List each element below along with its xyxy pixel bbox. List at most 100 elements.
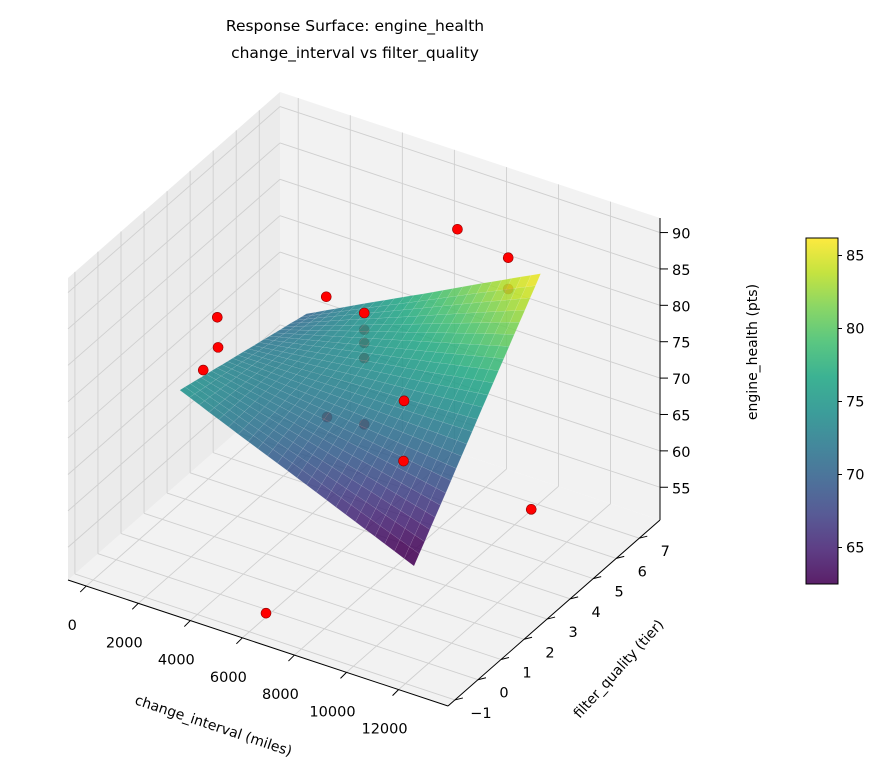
surface-patch xyxy=(520,285,536,300)
grid-line-z xyxy=(67,106,281,293)
scatter-point xyxy=(398,395,410,407)
scatter-point xyxy=(260,607,272,619)
grid-line-z xyxy=(67,142,281,330)
chart-title: Response Surface: engine_health xyxy=(226,17,484,36)
grid-line-y xyxy=(120,533,502,660)
colorbar-tick-label: 85 xyxy=(846,249,864,265)
surface-patch xyxy=(493,345,510,359)
z-tick-label: 90 xyxy=(672,227,690,243)
y-tick-mark xyxy=(477,677,487,681)
z-axis-label: engine_health (pts) xyxy=(745,284,761,420)
surface-patch xyxy=(525,273,542,288)
scatter-point xyxy=(358,307,370,319)
scatter-point xyxy=(525,504,537,515)
y-tick-label: 2 xyxy=(545,645,554,661)
scatter-point xyxy=(398,455,409,467)
colorbar: 65 70 75 80 85 xyxy=(805,237,864,585)
y-tick-label: −1 xyxy=(470,706,491,722)
z-tick-label: 75 xyxy=(672,336,690,352)
colorbar-gradient xyxy=(805,237,839,585)
chart-subtitle: change_interval vs filter_quality xyxy=(231,44,479,63)
z-tick-label: 70 xyxy=(672,372,690,388)
colorbar-tick-label: 80 xyxy=(846,322,864,338)
tick-labels: 020004000600080001000012000−101234567556… xyxy=(68,227,691,738)
y-axis-line xyxy=(447,519,661,707)
y-tick-mark xyxy=(639,535,648,539)
grid-line-z xyxy=(67,215,281,403)
scatter-point xyxy=(502,252,514,264)
grid-line-y xyxy=(74,573,456,701)
y-tick-label: 1 xyxy=(522,666,531,682)
x-tick-label: 10000 xyxy=(309,704,355,720)
y-tick-label: 0 xyxy=(499,686,508,702)
y-tick-label: 6 xyxy=(638,564,647,580)
grid-line-z xyxy=(279,215,661,343)
x-tick-label: 12000 xyxy=(361,722,407,738)
scatter-point xyxy=(197,364,209,376)
z-tick-label: 80 xyxy=(672,299,690,315)
colorbar-tick-label: 75 xyxy=(846,395,864,411)
x-axis-line xyxy=(67,579,449,707)
surface-patch xyxy=(509,309,526,323)
y-axis-label: filter_quality (tier) xyxy=(571,617,668,722)
y-tick-mark xyxy=(546,616,556,620)
axis-lines xyxy=(67,218,661,707)
x-tick-mark xyxy=(392,689,399,696)
x-tick-mark xyxy=(131,602,139,610)
surface-patch xyxy=(403,546,420,567)
grid-line-z xyxy=(279,142,661,270)
grid-line-y xyxy=(97,553,479,681)
surface-patch xyxy=(435,475,452,494)
x-tick-label: 2000 xyxy=(106,635,143,651)
x-tick-mark xyxy=(288,654,295,662)
y-tick-mark xyxy=(593,576,602,580)
grid-line-z xyxy=(279,106,661,233)
y-tick-mark xyxy=(500,657,510,660)
grid-line-x xyxy=(346,486,559,673)
scatter-point xyxy=(212,342,224,353)
x-tick-mark xyxy=(183,620,191,627)
y-tick-label: 7 xyxy=(661,544,670,560)
surface-patch xyxy=(514,297,531,311)
x-tick-label: 8000 xyxy=(262,687,299,703)
surface-patch xyxy=(440,463,457,482)
surface-patch xyxy=(430,487,446,506)
y-tick-mark xyxy=(454,697,464,701)
grid-line-z xyxy=(67,288,281,475)
grid-line-z xyxy=(67,178,281,366)
z-tick-label: 65 xyxy=(672,408,690,424)
surface-patch xyxy=(498,333,515,347)
grid-line-z xyxy=(279,178,661,306)
y-tick-mark xyxy=(616,555,625,559)
scatter-point xyxy=(212,311,223,323)
surface-patch xyxy=(462,416,478,432)
scatter-point xyxy=(452,223,463,235)
y-tick-label: 4 xyxy=(592,605,601,621)
y-tick-mark xyxy=(523,636,533,640)
x-tick-label: 0 xyxy=(68,618,77,634)
y-tick-label: 3 xyxy=(568,625,577,641)
x-tick-mark xyxy=(79,585,87,593)
grid-line-y xyxy=(143,512,525,640)
x-tick-label: 6000 xyxy=(210,670,247,686)
surface-patch xyxy=(451,440,468,457)
surface-patch xyxy=(483,369,499,384)
scatter-point xyxy=(320,291,332,303)
x-tick-mark xyxy=(340,671,347,679)
surface-patch xyxy=(414,523,431,543)
y-tick-label: 5 xyxy=(615,585,624,601)
colorbar-tick-label: 65 xyxy=(846,541,864,557)
z-tick-label: 85 xyxy=(672,263,690,279)
surface-patch xyxy=(456,428,473,445)
grid-line-x xyxy=(398,503,611,690)
grid-line-y xyxy=(166,492,548,620)
scatter-front xyxy=(197,223,537,619)
z-tick-label: 60 xyxy=(672,445,690,461)
surface xyxy=(179,273,542,567)
z-tick-label: 55 xyxy=(672,481,690,497)
x-tick-label: 4000 xyxy=(158,653,195,669)
grid-line-z xyxy=(67,251,281,439)
colorbar-tick-label: 70 xyxy=(846,468,864,484)
x-tick-mark xyxy=(236,637,243,645)
